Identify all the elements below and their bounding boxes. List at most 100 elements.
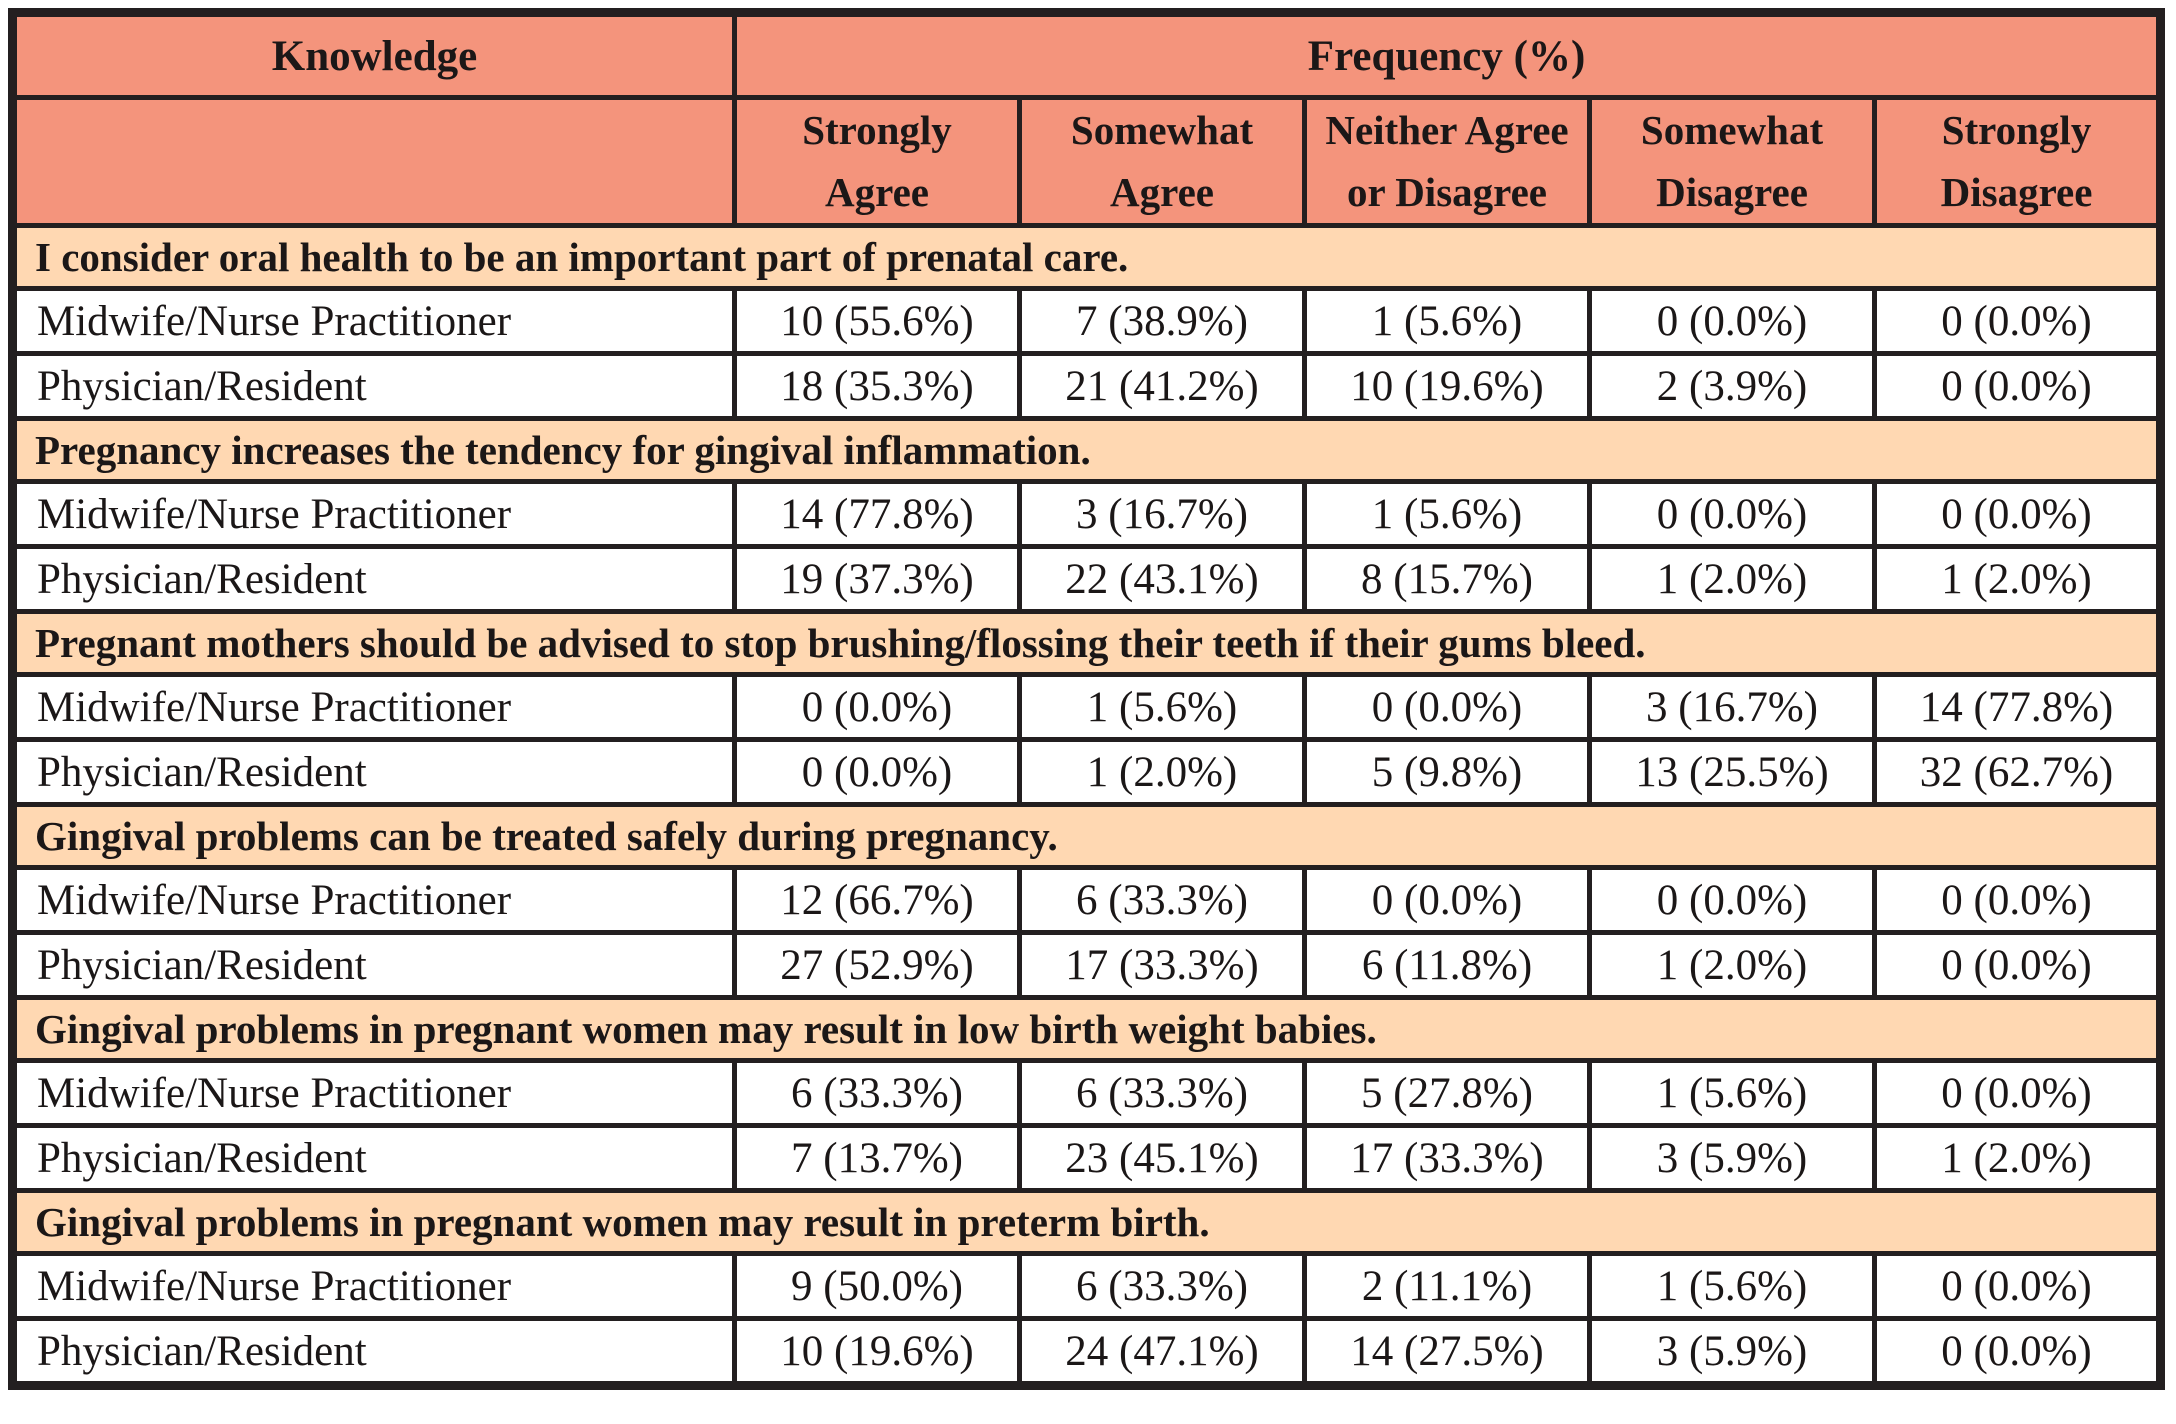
- group-label: Midwife/Nurse Practitioner: [10, 865, 737, 935]
- value-cell: 0 (0.0%): [1302, 672, 1592, 742]
- table-row: Midwife/Nurse Practitioner 0 (0.0%) 1 (5.6…: [10, 672, 2164, 742]
- table-row: Physician/Resident 10 (19.6%) 24 (47.1%) 14…: [10, 1316, 2164, 1388]
- value-cell: 0 (0.0%): [1587, 479, 1877, 549]
- value-cell: 3 (16.7%): [1587, 672, 1877, 742]
- value-cell: 0 (0.0%): [1871, 1058, 2164, 1128]
- section-row: Gingival problems can be treated safely …: [9, 802, 2164, 870]
- header-row-top: Knowledge Frequency (%): [10, 10, 2164, 100]
- value-cell: 27 (52.9%): [732, 930, 1022, 1000]
- group-label: Physician/Resident: [10, 1123, 737, 1193]
- knowledge-header: Knowledge: [10, 10, 737, 100]
- column-header-strongly-disagree: Strongly Disagree: [1871, 95, 2164, 228]
- group-label: Physician/Resident: [10, 1316, 737, 1388]
- value-cell: 7 (38.9%): [1017, 286, 1307, 356]
- value-cell: 14 (77.8%): [732, 479, 1022, 549]
- value-cell: 1 (2.0%): [1871, 544, 2164, 614]
- value-cell: 12 (66.7%): [732, 865, 1022, 935]
- table-row: Midwife/Nurse Practitioner 12 (66.7%) 6 (3…: [10, 865, 2164, 935]
- value-cell: 0 (0.0%): [1871, 930, 2164, 1000]
- value-cell: 22 (43.1%): [1017, 544, 1307, 614]
- value-cell: 8 (15.7%): [1302, 544, 1592, 614]
- value-cell: 14 (77.8%): [1871, 672, 2164, 742]
- table-row: Physician/Resident 7 (13.7%) 23 (45.1%) 17 …: [10, 1123, 2164, 1193]
- value-cell: 0 (0.0%): [1587, 865, 1877, 935]
- value-cell: 9 (50.0%): [732, 1251, 1022, 1321]
- value-cell: 0 (0.0%): [1587, 286, 1877, 356]
- value-cell: 0 (0.0%): [1871, 1251, 2164, 1321]
- section-row: Pregnancy increases the tendency for gin…: [9, 416, 2164, 484]
- value-cell: 18 (35.3%): [732, 351, 1022, 421]
- section-question: Pregnancy increases the tendency for gin…: [9, 416, 2164, 484]
- value-cell: 0 (0.0%): [1302, 865, 1592, 935]
- value-cell: 0 (0.0%): [1871, 865, 2164, 935]
- section-row: I consider oral health to be an importan…: [9, 223, 2164, 291]
- knowledge-frequency-table: Knowledge Frequency (%) Strongly Agree So…: [8, 8, 2166, 1390]
- value-cell: 17 (33.3%): [1302, 1123, 1592, 1193]
- value-cell: 17 (33.3%): [1017, 930, 1307, 1000]
- value-cell: 0 (0.0%): [1871, 286, 2164, 356]
- value-cell: 1 (5.6%): [1587, 1058, 1877, 1128]
- value-cell: 0 (0.0%): [1871, 479, 2164, 549]
- value-cell: 24 (47.1%): [1017, 1316, 1307, 1388]
- value-cell: 10 (55.6%): [732, 286, 1022, 356]
- value-cell: 1 (2.0%): [1017, 737, 1307, 807]
- value-cell: 1 (2.0%): [1587, 930, 1877, 1000]
- value-cell: 32 (62.7%): [1871, 737, 2164, 807]
- group-label: Physician/Resident: [10, 930, 737, 1000]
- section-question: Gingival problems in pregnant women may …: [9, 995, 2164, 1063]
- value-cell: 2 (11.1%): [1302, 1251, 1592, 1321]
- group-label: Midwife/Nurse Practitioner: [10, 286, 737, 356]
- group-label: Physician/Resident: [10, 737, 737, 807]
- value-cell: 1 (2.0%): [1587, 544, 1877, 614]
- value-cell: 5 (9.8%): [1302, 737, 1592, 807]
- group-label: Midwife/Nurse Practitioner: [10, 479, 737, 549]
- value-cell: 1 (5.6%): [1017, 672, 1307, 742]
- column-header-somewhat-agree: Somewhat Agree: [1017, 95, 1307, 228]
- value-cell: 10 (19.6%): [1302, 351, 1592, 421]
- group-label: Midwife/Nurse Practitioner: [10, 672, 737, 742]
- value-cell: 0 (0.0%): [732, 737, 1022, 807]
- value-cell: 19 (37.3%): [732, 544, 1022, 614]
- group-label: Midwife/Nurse Practitioner: [10, 1251, 737, 1321]
- section-row: Gingival problems in pregnant women may …: [9, 1188, 2164, 1256]
- column-header-somewhat-disagree: Somewhat Disagree: [1587, 95, 1877, 228]
- value-cell: 2 (3.9%): [1587, 351, 1877, 421]
- value-cell: 1 (5.6%): [1587, 1251, 1877, 1321]
- column-header-neither-agree-or-disagree: Neither Agree or Disagree: [1302, 95, 1592, 228]
- table-row: Midwife/Nurse Practitioner 14 (77.8%) 3 (1…: [10, 479, 2164, 549]
- value-cell: 1 (2.0%): [1871, 1123, 2164, 1193]
- table-row: Midwife/Nurse Practitioner 6 (33.3%) 6 (33…: [10, 1058, 2164, 1128]
- table-row: Physician/Resident 18 (35.3%) 21 (41.2%) 10…: [10, 351, 2164, 421]
- value-cell: 6 (11.8%): [1302, 930, 1592, 1000]
- value-cell: 1 (5.6%): [1302, 479, 1592, 549]
- value-cell: 23 (45.1%): [1017, 1123, 1307, 1193]
- table-row: Midwife/Nurse Practitioner 9 (50.0%) 6 (33…: [10, 1251, 2164, 1321]
- value-cell: 0 (0.0%): [1871, 351, 2164, 421]
- value-cell: 6 (33.3%): [732, 1058, 1022, 1128]
- value-cell: 1 (5.6%): [1302, 286, 1592, 356]
- table-row: Physician/Resident 19 (37.3%) 22 (43.1%) 8 …: [10, 544, 2164, 614]
- value-cell: 0 (0.0%): [1871, 1316, 2164, 1388]
- group-label: Physician/Resident: [10, 544, 737, 614]
- value-cell: 6 (33.3%): [1017, 865, 1307, 935]
- group-label: Midwife/Nurse Practitioner: [10, 1058, 737, 1128]
- value-cell: 0 (0.0%): [732, 672, 1022, 742]
- value-cell: 3 (5.9%): [1587, 1123, 1877, 1193]
- value-cell: 7 (13.7%): [732, 1123, 1022, 1193]
- table-row: Physician/Resident 0 (0.0%) 1 (2.0%) 5 (9.8…: [10, 737, 2164, 807]
- value-cell: 10 (19.6%): [732, 1316, 1022, 1388]
- value-cell: 6 (33.3%): [1017, 1058, 1307, 1128]
- column-header-strongly-agree: Strongly Agree: [732, 95, 1022, 228]
- section-question: I consider oral health to be an importan…: [9, 223, 2164, 291]
- value-cell: 13 (25.5%): [1587, 737, 1877, 807]
- value-cell: 14 (27.5%): [1302, 1316, 1592, 1388]
- value-cell: 6 (33.3%): [1017, 1251, 1307, 1321]
- table-row: Midwife/Nurse Practitioner 10 (55.6%) 7 (3…: [10, 286, 2164, 356]
- value-cell: 3 (16.7%): [1017, 479, 1307, 549]
- group-label: Physician/Resident: [10, 351, 737, 421]
- section-row: Gingival problems in pregnant women may …: [9, 995, 2164, 1063]
- section-question: Pregnant mothers should be advised to st…: [9, 609, 2164, 677]
- table-row: Physician/Resident 27 (52.9%) 17 (33.3%) 6 …: [10, 930, 2164, 1000]
- section-row: Pregnant mothers should be advised to st…: [9, 609, 2164, 677]
